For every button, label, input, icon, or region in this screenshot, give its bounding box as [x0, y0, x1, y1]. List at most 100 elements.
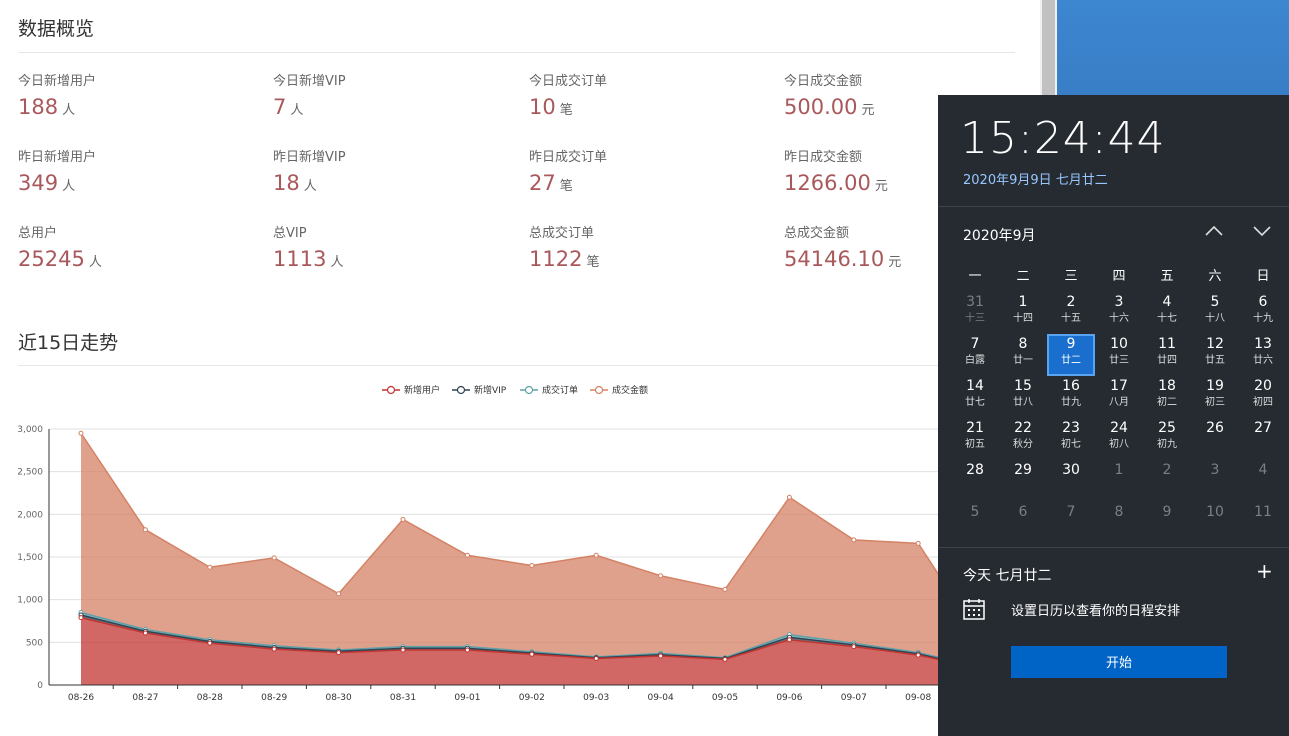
- calendar-day[interactable]: 4 十七: [1143, 292, 1191, 334]
- day-number: 1: [1114, 462, 1124, 478]
- calendar-day[interactable]: 5: [951, 502, 999, 544]
- stat-value: 188: [18, 95, 59, 119]
- stat-label: 昨日新增用户: [18, 150, 97, 165]
- calendar-day[interactable]: 3: [1191, 460, 1239, 502]
- calendar-day[interactable]: 2 十五: [1047, 292, 1095, 334]
- trend-chart: 新增用户 新增VIP 成交订单 成交金额 0 500 1,000 1,500 2,000 2,5…: [17, 384, 1040, 703]
- calendar-day[interactable]: 22 秋分: [999, 418, 1047, 460]
- calendar-day[interactable]: 20 初四: [1239, 376, 1287, 418]
- calendar-day[interactable]: 23 初七: [1047, 418, 1095, 460]
- calendar-day[interactable]: 16 廿九: [1047, 376, 1095, 418]
- day-number: 20: [1254, 378, 1272, 394]
- calendar-day[interactable]: 13 廿六: [1239, 334, 1287, 376]
- calendar-day[interactable]: 27: [1239, 418, 1287, 460]
- data-point: [915, 652, 921, 658]
- calendar-day[interactable]: 1: [1095, 460, 1143, 502]
- date-link[interactable]: 2020年9月9日 七月廿二: [963, 173, 1108, 188]
- data-point: [593, 656, 599, 662]
- x-tick-label: 09-02: [519, 693, 545, 703]
- stat-unit: 人: [303, 179, 317, 194]
- calendar-day[interactable]: 6: [999, 502, 1047, 544]
- calendar-day[interactable]: 8 廿一: [999, 334, 1047, 376]
- legend-item[interactable]: 新增VIP: [452, 384, 507, 396]
- calendar-day[interactable]: 24 初八: [1095, 418, 1143, 460]
- legend-item[interactable]: 成交金额: [590, 384, 648, 396]
- data-point: [400, 647, 406, 653]
- legend-marker: [524, 385, 534, 395]
- today-label: 今天 七月廿二: [963, 568, 1052, 584]
- calendar-day[interactable]: 5 十八: [1191, 292, 1239, 334]
- chevron-down-icon[interactable]: [1252, 221, 1272, 242]
- clock-time: 15:24:44: [960, 113, 1166, 164]
- calendar-day[interactable]: 19 初三: [1191, 376, 1239, 418]
- data-point: [78, 430, 84, 436]
- calendar-day[interactable]: 28: [951, 460, 999, 502]
- start-button[interactable]: 开始: [1011, 646, 1227, 678]
- day-number: 1: [1018, 294, 1028, 310]
- data-point: [78, 615, 84, 621]
- weekday-label: 六: [1208, 269, 1222, 284]
- calendar-day[interactable]: 11: [1239, 502, 1287, 544]
- chevron-up-icon[interactable]: [1204, 221, 1224, 242]
- day-number: 4: [1162, 294, 1172, 310]
- stat-label: 今日成交订单: [529, 74, 608, 89]
- calendar-day[interactable]: 29: [999, 460, 1047, 502]
- calendar-day[interactable]: 8: [1095, 502, 1143, 544]
- day-number: 6: [1018, 504, 1028, 520]
- lunar-label: 初四: [1253, 397, 1273, 408]
- calendar-day[interactable]: 15 廿八: [999, 376, 1047, 418]
- stat-card: 总用户 25245 人: [18, 222, 258, 271]
- trend-divider: [18, 365, 1015, 366]
- calendar-day[interactable]: 10: [1191, 502, 1239, 544]
- stat-unit: 人: [88, 255, 102, 270]
- lunar-label: 初二: [1157, 397, 1177, 408]
- legend-item[interactable]: 新增用户: [382, 384, 440, 396]
- calendar-day[interactable]: 21 初五: [951, 418, 999, 460]
- stat-label: 昨日成交金额: [784, 150, 863, 165]
- stat-label: 今日新增VIP: [273, 74, 346, 89]
- calendar-day[interactable]: 26: [1191, 418, 1239, 460]
- calendar-day[interactable]: 18 初二: [1143, 376, 1191, 418]
- stat-value: 349: [18, 171, 59, 195]
- lunar-label: 初五: [965, 439, 985, 450]
- day-number: 14: [966, 378, 984, 394]
- legend-item[interactable]: 成交订单: [520, 384, 578, 396]
- calendar-day[interactable]: 1 十四: [999, 292, 1047, 334]
- calendar-day[interactable]: 7: [1047, 502, 1095, 544]
- calendar-day[interactable]: 10 廿三: [1095, 334, 1143, 376]
- stat-value: 27: [529, 171, 556, 195]
- calendar-day[interactable]: 31 十三: [951, 292, 999, 334]
- stat-card: 今日成交金额 500.00 元: [784, 70, 1024, 119]
- calendar-day[interactable]: 3 十六: [1095, 292, 1143, 334]
- weekday-label: 一: [968, 269, 982, 284]
- lunar-label: 十五: [1061, 313, 1081, 324]
- calendar-day[interactable]: 30: [1047, 460, 1095, 502]
- calendar-day[interactable]: 14 廿七: [951, 376, 999, 418]
- stat-unit: 人: [62, 103, 76, 118]
- calendar-day[interactable]: 17 八月: [1095, 376, 1143, 418]
- calendar-day-today[interactable]: 9 廿二: [1047, 334, 1095, 376]
- day-number: 10: [1110, 336, 1128, 352]
- calendar-day[interactable]: 7 白露: [951, 334, 999, 376]
- y-tick-label: 2,000: [17, 510, 43, 520]
- lunar-label: 廿八: [1013, 397, 1033, 408]
- calendar-day[interactable]: 11 廿四: [1143, 334, 1191, 376]
- calendar-day[interactable]: 9: [1143, 502, 1191, 544]
- stat-unit: 元: [874, 179, 888, 194]
- calendar-day[interactable]: 2: [1143, 460, 1191, 502]
- calendar-day[interactable]: 25 初九: [1143, 418, 1191, 460]
- calendar-day[interactable]: 12 廿五: [1191, 334, 1239, 376]
- add-event-button[interactable]: +: [1256, 559, 1273, 583]
- month-label[interactable]: 2020年9月: [963, 228, 1036, 244]
- day-number: 5: [970, 504, 980, 520]
- day-number: 3: [1114, 294, 1124, 310]
- data-point: [142, 527, 148, 533]
- calendar-day[interactable]: 4: [1239, 460, 1287, 502]
- data-point: [593, 552, 599, 558]
- stat-label: 今日成交金额: [784, 74, 863, 89]
- calendar-day[interactable]: 6 十九: [1239, 292, 1287, 334]
- y-tick-label: 2,500: [17, 468, 43, 478]
- data-point: [529, 651, 535, 657]
- x-tick-label: 08-31: [390, 693, 416, 703]
- data-point: [464, 552, 470, 558]
